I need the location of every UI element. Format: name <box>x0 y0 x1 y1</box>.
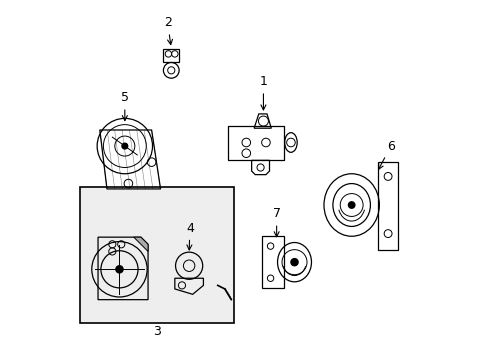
Text: 3: 3 <box>153 325 161 338</box>
Circle shape <box>290 258 298 266</box>
Bar <box>163 49 179 62</box>
Text: 5: 5 <box>121 91 128 121</box>
Bar <box>228 126 283 160</box>
Text: 4: 4 <box>185 222 193 250</box>
Polygon shape <box>134 237 148 251</box>
Text: 6: 6 <box>378 140 394 169</box>
Bar <box>262 237 283 288</box>
Circle shape <box>122 143 127 149</box>
Bar <box>378 162 397 249</box>
Text: 1: 1 <box>259 75 267 110</box>
Bar <box>80 187 233 323</box>
Text: 7: 7 <box>272 207 280 237</box>
Circle shape <box>115 265 123 274</box>
Circle shape <box>348 202 354 208</box>
Text: 2: 2 <box>163 16 172 45</box>
